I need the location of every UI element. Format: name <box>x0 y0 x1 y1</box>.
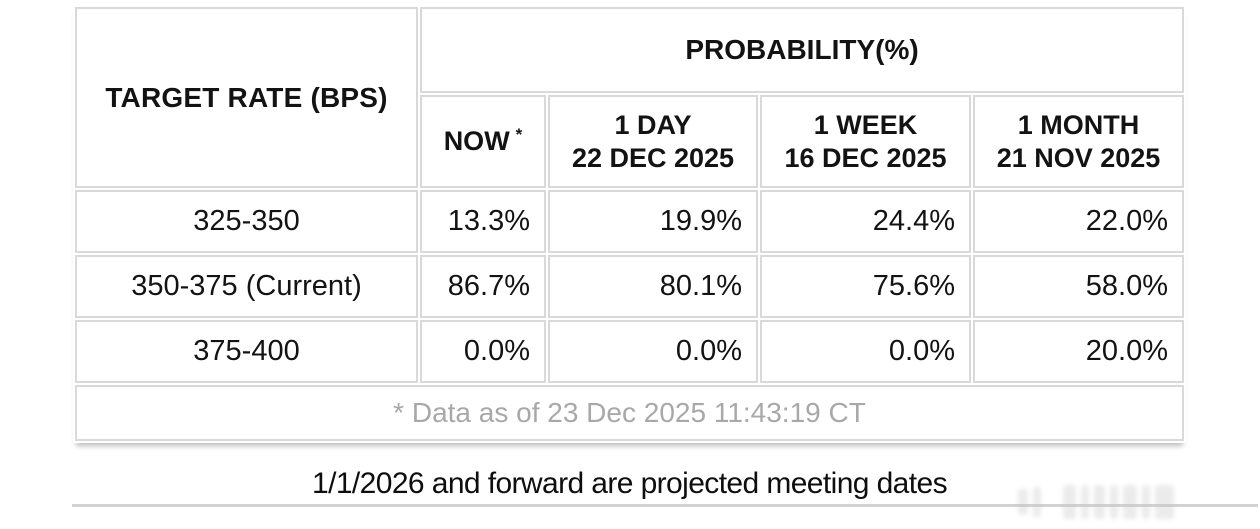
day-probability-cell: 19.9% <box>548 190 758 253</box>
watermark-mark <box>1123 485 1137 519</box>
table-row: 375-400 0.0% 0.0% 0.0% 20.0% <box>75 320 1185 383</box>
week-probability-cell: 0.0% <box>760 320 971 383</box>
watermark-mark <box>1018 489 1028 515</box>
day-probability-cell: 80.1% <box>548 255 758 318</box>
month-probability-cell: 58.0% <box>973 255 1185 318</box>
now-footnote-asterisk: * <box>515 125 523 144</box>
period-label: 1 DAY <box>614 109 692 140</box>
watermark-mark <box>1033 487 1041 517</box>
watermark-mark <box>1110 485 1118 519</box>
period-date: 22 DEC 2025 <box>571 142 735 173</box>
watermark-mark <box>1142 485 1150 519</box>
table-row: 350-375 (Current) 86.7% 80.1% 75.6% 58.0… <box>75 255 1185 318</box>
data-as-of-footnote: * Data as of 23 Dec 2025 11:43:19 CT <box>75 385 1185 441</box>
watermark <box>1018 478 1256 526</box>
table-row: 325-350 13.3% 19.9% 24.4% 22.0% <box>75 190 1185 253</box>
watermark-mark <box>1155 485 1174 519</box>
week-probability-cell: 24.4% <box>760 190 971 253</box>
projected-dates-caption: 1/1/2026 and forward are projected meeti… <box>312 467 948 500</box>
watermark-mark <box>1094 485 1105 519</box>
now-probability-cell: 0.0% <box>420 320 546 383</box>
column-header-now: NOW * <box>420 95 546 188</box>
column-header-1month: 1 MONTH 21 NOV 2025 <box>973 95 1185 188</box>
target-rate-cell: 375-400 <box>75 320 418 383</box>
period-date: 21 NOV 2025 <box>996 142 1161 173</box>
watermark-mark <box>1063 485 1076 519</box>
period-label: 1 MONTH <box>1017 109 1140 140</box>
month-probability-cell: 22.0% <box>973 190 1185 253</box>
day-probability-cell: 0.0% <box>548 320 758 383</box>
period-label: 1 WEEK <box>813 109 918 140</box>
column-header-1day: 1 DAY 22 DEC 2025 <box>548 95 758 188</box>
bottom-divider-line <box>72 504 1258 507</box>
column-header-1week: 1 WEEK 16 DEC 2025 <box>760 95 971 188</box>
month-probability-cell: 20.0% <box>973 320 1185 383</box>
period-date: 16 DEC 2025 <box>784 142 947 173</box>
probability-header: PROBABILITY(%) <box>420 7 1185 93</box>
week-probability-cell: 75.6% <box>760 255 971 318</box>
rate-probability-table: TARGET RATE (BPS) PROBABILITY(%) NOW * 1 … <box>73 5 1186 443</box>
now-label: NOW <box>443 126 510 156</box>
watermark-mark <box>1081 485 1089 519</box>
now-probability-cell: 13.3% <box>420 190 546 253</box>
target-rate-header: TARGET RATE (BPS) <box>75 7 418 188</box>
target-rate-cell: 350-375 (Current) <box>75 255 418 318</box>
now-probability-cell: 86.7% <box>420 255 546 318</box>
target-rate-cell: 325-350 <box>75 190 418 253</box>
